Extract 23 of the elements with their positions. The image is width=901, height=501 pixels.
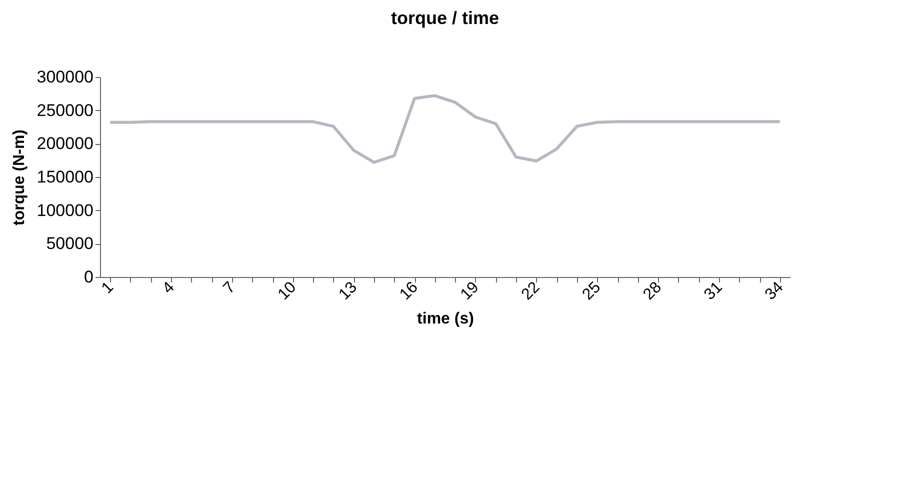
- x-tick-label: 25: [579, 278, 604, 304]
- x-tick-label: 16: [396, 278, 422, 304]
- chart-title: torque / time: [390, 8, 500, 28]
- y-tick-label: 0: [84, 268, 94, 286]
- x-tick-label: 31: [701, 278, 726, 304]
- x-tick-label: 22: [518, 278, 544, 304]
- x-tick-label: 10: [275, 278, 300, 304]
- x-tick-label: 13: [336, 278, 361, 304]
- y-axis-title: torque (N-m): [10, 130, 28, 226]
- y-tick-label: 50000: [46, 234, 94, 254]
- y-tick-label: 100000: [36, 200, 94, 220]
- x-tick-label: 19: [458, 278, 482, 304]
- x-tick-label: 7: [220, 278, 239, 298]
- x-axis-title: time (s): [417, 310, 474, 328]
- x-tick-label: 34: [762, 278, 787, 304]
- y-tick-label: 250000: [36, 100, 94, 120]
- x-tick-label: 4: [160, 278, 178, 298]
- y-tick-label: 300000: [36, 68, 94, 86]
- y-tick-label: 150000: [36, 168, 94, 186]
- y-tick-label: 200000: [36, 134, 94, 154]
- line-series: [108, 94, 782, 164]
- x-tick-label: 28: [640, 278, 666, 304]
- x-tick-label: 1: [98, 278, 118, 298]
